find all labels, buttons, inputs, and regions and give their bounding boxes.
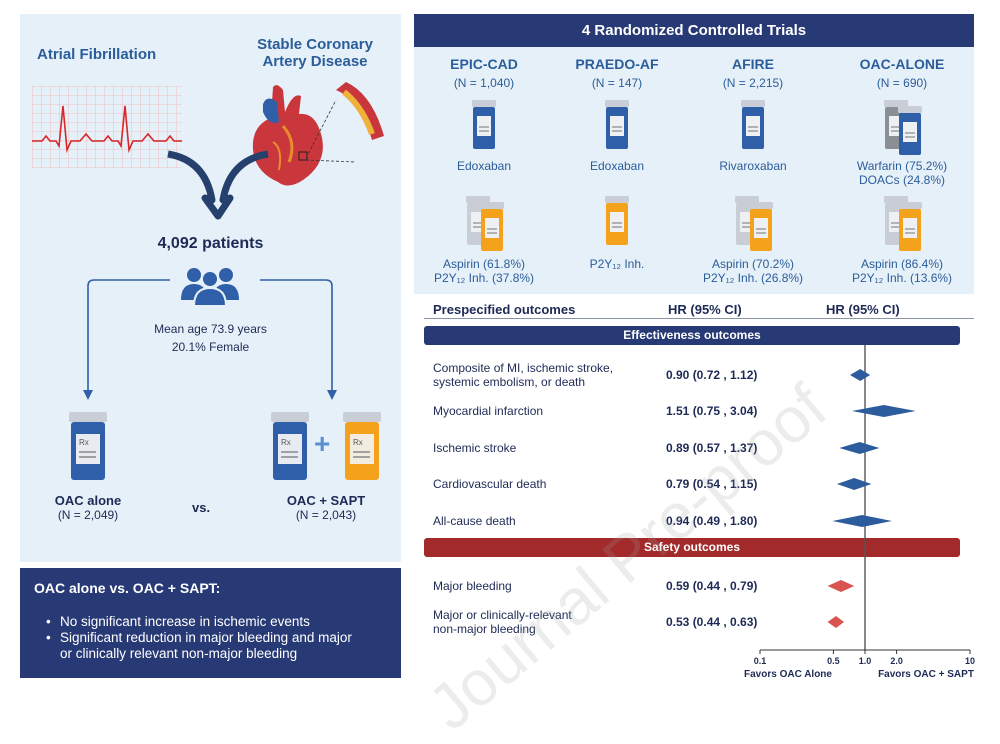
trial-n: (N = 690) — [876, 76, 928, 90]
trial-sapt: Aspirin (86.4%) — [860, 257, 944, 271]
heart-icon — [252, 85, 323, 186]
summary-title: OAC alone vs. OAC + SAPT: — [34, 580, 221, 596]
oac-bottle-icon — [472, 100, 496, 149]
outcome-label: Composite of MI, ischemic stroke, systemi… — [433, 361, 614, 389]
sapt-bottle-icon — [605, 196, 629, 245]
effectiveness-band: Effectiveness outcomes — [424, 326, 960, 345]
oac-bottle-icon: Rx — [69, 412, 107, 480]
outcome-label: Major bleeding — [433, 579, 512, 593]
trial-n: (N = 2,215) — [722, 76, 784, 90]
oac-alone-arm: OAC alone (N = 2,049) — [54, 493, 122, 522]
safety-band: Safety outcomes — [424, 538, 960, 557]
af-title: Atrial Fibrillation — [37, 46, 157, 63]
summary-box: OAC alone vs. OAC + SAPT: • No significan… — [20, 568, 401, 678]
svg-text:Rx: Rx — [353, 438, 363, 447]
trial-oac2: DOACs (24.8%) — [858, 173, 946, 187]
trial-n: (N = 1,040) — [453, 76, 515, 90]
x-tick-label: 10 — [965, 656, 975, 666]
trial-name: OAC-ALONE — [859, 56, 945, 72]
cad-title: Stable Coronary Artery Disease — [257, 36, 373, 70]
patient-count: 4,092 patients — [157, 235, 264, 252]
outcome-label: All-cause death — [433, 514, 516, 528]
hr-diamond — [827, 580, 855, 592]
favors-left-label: Favors OAC Alone — [744, 669, 832, 680]
oac-bottle-icon — [605, 100, 629, 149]
people-icon — [181, 268, 239, 306]
trial-sapt2: P2Y₁₂ Inh. (13.6%) — [851, 271, 953, 285]
sapt-bottle-icon: Rx — [343, 412, 381, 480]
ecg-icon — [32, 86, 182, 168]
trial-sapt: Aspirin (70.2%) — [711, 257, 795, 271]
x-tick-label: 0.1 — [754, 656, 767, 666]
hr-diamond — [836, 478, 872, 490]
trial-name: EPIC-CAD — [450, 56, 518, 72]
trial-sapt2: P2Y₁₂ Inh. (26.8%) — [702, 271, 804, 285]
sapt-bottle-icon-front — [749, 202, 773, 251]
col-plot: HR (95% CI) — [826, 302, 900, 317]
plus-sign: + — [314, 428, 331, 459]
outcome-label: Major or clinically-relevant non-major bl… — [433, 608, 572, 636]
oac-bottle-icon-front — [898, 106, 922, 155]
outcome-label: Cardiovascular death — [433, 477, 547, 491]
outcome-label: Ischemic stroke — [433, 441, 517, 455]
hr-value: 1.51 (0.75 , 3.04) — [666, 404, 758, 418]
sapt-bottle-icon-front — [898, 202, 922, 251]
hr-diamond — [839, 442, 880, 454]
trial-name: AFIRE — [732, 56, 774, 72]
artery-plaque-icon — [305, 82, 384, 163]
trial-sapt2: P2Y₁₂ Inh. (37.8%) — [433, 271, 535, 285]
hr-diamond — [851, 405, 916, 417]
hr-diamond — [827, 616, 844, 628]
hr-value: 0.79 (0.54 , 1.15) — [666, 477, 758, 491]
x-tick-label: 1.0 — [859, 656, 872, 666]
summary-list: • No significant increase in ischemic eve… — [46, 614, 386, 662]
summary-item: • No significant increase in ischemic eve… — [46, 614, 310, 629]
forest-plot: 0.1 0.5 1.0 2.0 10 Favors OAC Alone Favors OAC… — [744, 345, 975, 680]
demographics: Mean age 73.9 years 20.1% Female — [154, 322, 267, 354]
svg-text:Rx: Rx — [79, 438, 89, 447]
x-tick-label: 0.5 — [827, 656, 840, 666]
vs-label: vs. — [192, 500, 211, 515]
sapt-bottle-icon-front — [480, 202, 504, 251]
oac-bottle-icon: Rx — [271, 412, 309, 480]
trial-sapt: P2Y₁₂ Inh. — [589, 257, 645, 271]
oac-sapt-arm: OAC + SAPT (N = 2,043) — [286, 493, 366, 522]
outcome-label: Myocardial infarction — [433, 404, 544, 418]
trial-oac: Edoxaban — [456, 159, 512, 173]
trial-oac: Warfarin (75.2%) — [856, 159, 948, 173]
x-tick-label: 2.0 — [890, 656, 903, 666]
trial-sapt: Aspirin (61.8%) — [442, 257, 526, 271]
favors-right-label: Favors OAC + SAPT — [878, 669, 974, 680]
hr-diamond — [832, 515, 892, 527]
oac-bottle-icon — [741, 100, 765, 149]
down-arrow-icon — [167, 150, 269, 220]
col-hr: HR (95% CI) — [668, 302, 742, 317]
split-arrows — [83, 279, 337, 400]
trial-name: PRAEDO-AF — [575, 56, 659, 72]
col-outcomes: Prespecified outcomes — [433, 302, 576, 317]
trial-n: (N = 147) — [591, 76, 643, 90]
trial-oac: Edoxaban — [589, 159, 645, 173]
header-divider — [424, 318, 974, 319]
hr-value: 0.89 (0.57 , 1.37) — [666, 441, 758, 455]
trial-oac: Rivaroxaban — [719, 159, 787, 173]
rct-header: 4 Randomized Controlled Trials — [414, 14, 974, 47]
hr-diamond — [850, 369, 871, 381]
hr-value: 0.90 (0.72 , 1.12) — [666, 368, 758, 382]
summary-item: • Significant reduction in major bleedin… — [46, 630, 352, 661]
hr-value: 0.59 (0.44 , 0.79) — [666, 579, 758, 593]
rct-panel — [414, 47, 974, 294]
svg-text:Rx: Rx — [281, 438, 291, 447]
hr-value: 0.94 (0.49 , 1.80) — [666, 514, 758, 528]
hr-value: 0.53 (0.44 , 0.63) — [666, 615, 758, 629]
